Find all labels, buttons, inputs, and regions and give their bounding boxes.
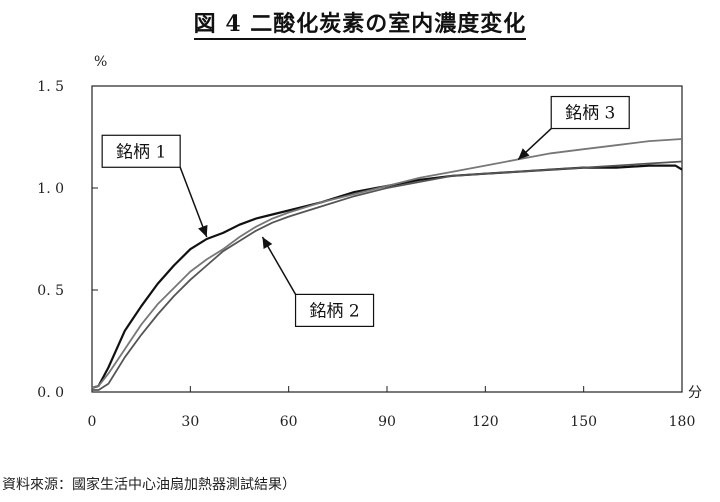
callout-arrow-line xyxy=(179,167,208,238)
callout-box xyxy=(294,293,375,327)
callout-arrow-head xyxy=(518,148,530,160)
y-tick-label: 1. 0 xyxy=(37,181,64,197)
callout-arrow-head xyxy=(198,224,208,237)
x-tick-label: 30 xyxy=(181,414,199,430)
callout-box xyxy=(550,95,630,130)
y-tick-label: 1. 5 xyxy=(37,79,64,95)
x-tick-label: 90 xyxy=(378,414,396,430)
x-tick-label: 60 xyxy=(280,414,298,430)
callout-arrow-head xyxy=(262,236,273,249)
chart-title: 図 4 二酸化炭素の室内濃度変化 xyxy=(0,6,720,40)
callout-arrow-line xyxy=(261,236,297,295)
x-tick-label: 150 xyxy=(570,414,597,430)
callout-label-1: 銘柄 1 xyxy=(116,142,166,162)
callouts: 銘柄 1 銘柄 2 銘柄 3 xyxy=(101,95,630,327)
chart-title-text: 図 4 二酸化炭素の室内濃度変化 xyxy=(193,11,527,40)
callout-label-2: 銘柄 2 xyxy=(309,301,359,321)
callout-box xyxy=(101,134,181,168)
callout-label-3: 銘柄 3 xyxy=(565,104,615,124)
x-tick-label: 180 xyxy=(669,414,696,430)
series-lines xyxy=(91,138,683,391)
y-tick-label: 0. 0 xyxy=(37,385,64,401)
plot-frame xyxy=(91,85,683,393)
series-line-1 xyxy=(91,164,683,389)
x-tick-label: 120 xyxy=(472,414,499,430)
source-note: 資料來源：國家生活中心油扇加熱器測試結果） xyxy=(2,477,296,493)
x-axis-label: 分 xyxy=(688,385,702,401)
y-tick-label: 0. 5 xyxy=(37,283,64,299)
y-axis-label: % xyxy=(94,54,107,70)
series-line-2 xyxy=(92,160,683,391)
x-tick-label: 0 xyxy=(88,414,97,430)
series-line-3 xyxy=(91,138,683,389)
axis-ticks: 0 30 60 90 120 150 180 0. 0 0. 5 1. 0 1. 5 xyxy=(37,79,695,430)
